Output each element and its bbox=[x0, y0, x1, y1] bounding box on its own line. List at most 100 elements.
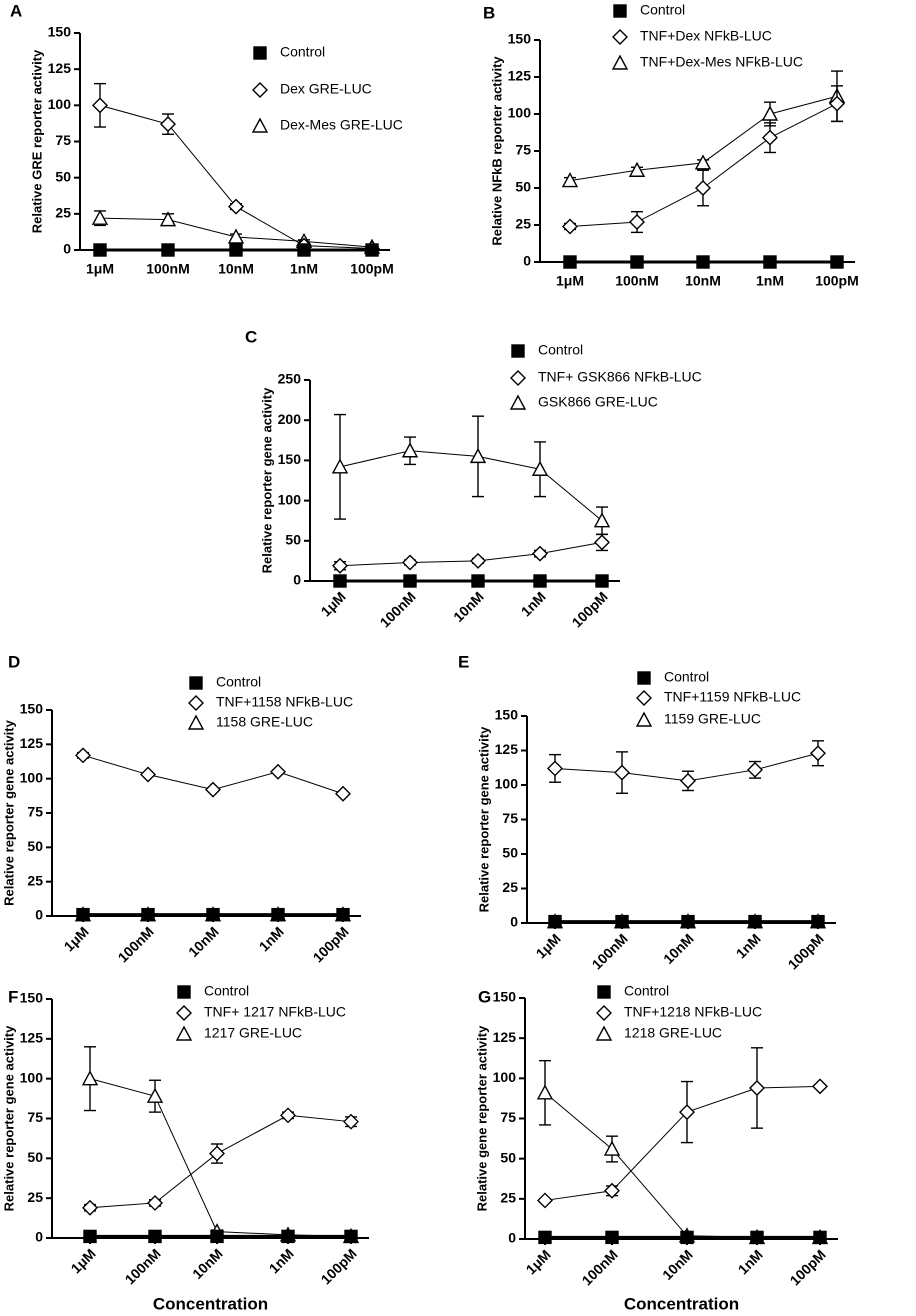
marker-square bbox=[148, 1229, 162, 1244]
marker-square bbox=[595, 574, 609, 588]
marker-square bbox=[210, 1229, 224, 1244]
marker-triangle bbox=[531, 460, 549, 476]
panel: G 0 25 50 75 100 125 150 Relative gene reporter … bbox=[474, 983, 838, 1313]
marker-diamond bbox=[176, 1005, 192, 1021]
marker-diamond bbox=[614, 764, 630, 781]
x-tick-label: 1μM bbox=[68, 1245, 99, 1276]
marker-diamond bbox=[537, 1192, 553, 1209]
y-tick-label: 0 bbox=[293, 572, 301, 588]
marker-square bbox=[763, 255, 777, 269]
legend-label: Control bbox=[664, 669, 709, 685]
marker-diamond bbox=[636, 690, 652, 706]
marker-triangle bbox=[628, 161, 646, 177]
y-axis-label: Relative gene reporter activity bbox=[474, 1025, 489, 1211]
marker-square bbox=[637, 671, 651, 685]
y-axis-label: Relative reporter gene activity bbox=[476, 726, 491, 912]
panel: C 0 50 100 150 200 250 Relative reporter gene a… bbox=[245, 327, 702, 630]
y-tick-label: 125 bbox=[493, 1029, 517, 1045]
x-tick-label: 1nM bbox=[266, 1245, 297, 1276]
marker-square bbox=[680, 1230, 694, 1245]
marker-diamond bbox=[747, 761, 763, 778]
x-axis-label: Concentration bbox=[624, 1294, 739, 1313]
x-tick-label: 1μM bbox=[556, 273, 584, 289]
marker-triangle bbox=[175, 1025, 193, 1041]
x-tick-label: 100nM bbox=[146, 261, 190, 277]
y-tick-label: 0 bbox=[35, 907, 43, 923]
y-tick-label: 150 bbox=[20, 990, 44, 1006]
series-line bbox=[339, 541, 603, 567]
legend-label: TNF+ GSK866 NFkB-LUC bbox=[538, 369, 702, 385]
marker-square bbox=[813, 1230, 827, 1245]
marker-diamond bbox=[562, 218, 578, 235]
y-tick-label: 150 bbox=[48, 24, 72, 40]
y-tick-label: 50 bbox=[500, 1149, 516, 1165]
marker-triangle bbox=[561, 172, 579, 188]
x-tick-label: 10nM bbox=[450, 588, 487, 625]
y-tick-label: 100 bbox=[493, 1069, 517, 1085]
panel-label: A bbox=[10, 1, 22, 20]
y-tick-label: 50 bbox=[515, 179, 531, 195]
legend-label: GSK866 GRE-LUC bbox=[538, 394, 658, 410]
x-tick-label: 10nM bbox=[659, 1246, 696, 1283]
marker-square bbox=[365, 243, 379, 257]
legend-label: Dex-Mes GRE-LUC bbox=[280, 117, 403, 133]
x-tick-label: 1nM bbox=[733, 930, 764, 961]
y-tick-label: 250 bbox=[278, 371, 302, 387]
x-tick-label: 100pM bbox=[310, 923, 352, 965]
y-tick-label: 125 bbox=[48, 60, 72, 76]
y-tick-label: 25 bbox=[502, 879, 518, 895]
x-tick-label: 10nM bbox=[218, 261, 254, 277]
marker-triangle bbox=[91, 209, 109, 225]
marker-diamond bbox=[335, 785, 351, 802]
marker-diamond bbox=[470, 552, 486, 569]
marker-square bbox=[830, 255, 844, 269]
y-tick-label: 100 bbox=[20, 1069, 44, 1085]
marker-triangle bbox=[159, 211, 177, 227]
y-tick-label: 0 bbox=[35, 1229, 43, 1245]
y-tick-label: 50 bbox=[285, 532, 301, 548]
marker-square bbox=[548, 914, 562, 929]
marker-diamond bbox=[332, 557, 348, 574]
marker-square bbox=[613, 4, 627, 18]
marker-triangle bbox=[761, 105, 779, 121]
legend-label: Control bbox=[216, 674, 261, 690]
x-tick-label: 10nM bbox=[185, 923, 222, 960]
marker-diamond bbox=[812, 1078, 828, 1095]
marker-diamond bbox=[280, 1107, 296, 1124]
marker-square bbox=[597, 985, 611, 999]
marker-diamond bbox=[629, 214, 645, 231]
x-tick-label: 10nM bbox=[685, 273, 721, 289]
x-tick-label: 100pM bbox=[318, 1245, 360, 1287]
marker-diamond bbox=[612, 29, 628, 45]
marker-square bbox=[271, 907, 285, 922]
marker-diamond bbox=[510, 370, 526, 386]
legend-label: Control bbox=[204, 983, 249, 999]
y-tick-label: 125 bbox=[508, 68, 532, 84]
marker-square bbox=[403, 574, 417, 588]
marker-square bbox=[615, 914, 629, 929]
x-tick-label: 1nM bbox=[256, 923, 287, 954]
y-tick-label: 0 bbox=[523, 253, 531, 269]
marker-diamond bbox=[228, 198, 244, 215]
y-tick-label: 100 bbox=[495, 776, 519, 792]
legend-label: TNF+1218 NFkB-LUC bbox=[624, 1004, 762, 1020]
marker-diamond bbox=[532, 545, 548, 562]
y-tick-label: 0 bbox=[508, 1230, 516, 1246]
y-tick-label: 100 bbox=[508, 105, 532, 121]
panel-label: E bbox=[458, 652, 469, 671]
marker-triangle bbox=[227, 228, 245, 244]
panel-label: B bbox=[483, 3, 495, 22]
legend-label: 1218 GRE-LUC bbox=[624, 1025, 722, 1041]
x-axis-label: Concentration bbox=[153, 1294, 268, 1313]
marker-square bbox=[161, 243, 175, 257]
marker-square bbox=[333, 574, 347, 588]
y-tick-label: 100 bbox=[48, 96, 72, 112]
y-axis-label: Relative reporter gene activity bbox=[259, 387, 274, 573]
marker-square bbox=[630, 255, 644, 269]
panel: D 0 25 50 75 100 125 150 Relative reporter gene … bbox=[1, 652, 361, 966]
x-tick-label: 100pM bbox=[785, 930, 827, 972]
y-axis-label: Relative reporter gene activity bbox=[1, 1025, 16, 1211]
x-tick-label: 100pM bbox=[350, 261, 394, 277]
y-tick-label: 25 bbox=[500, 1190, 516, 1206]
y-tick-label: 25 bbox=[27, 872, 43, 888]
